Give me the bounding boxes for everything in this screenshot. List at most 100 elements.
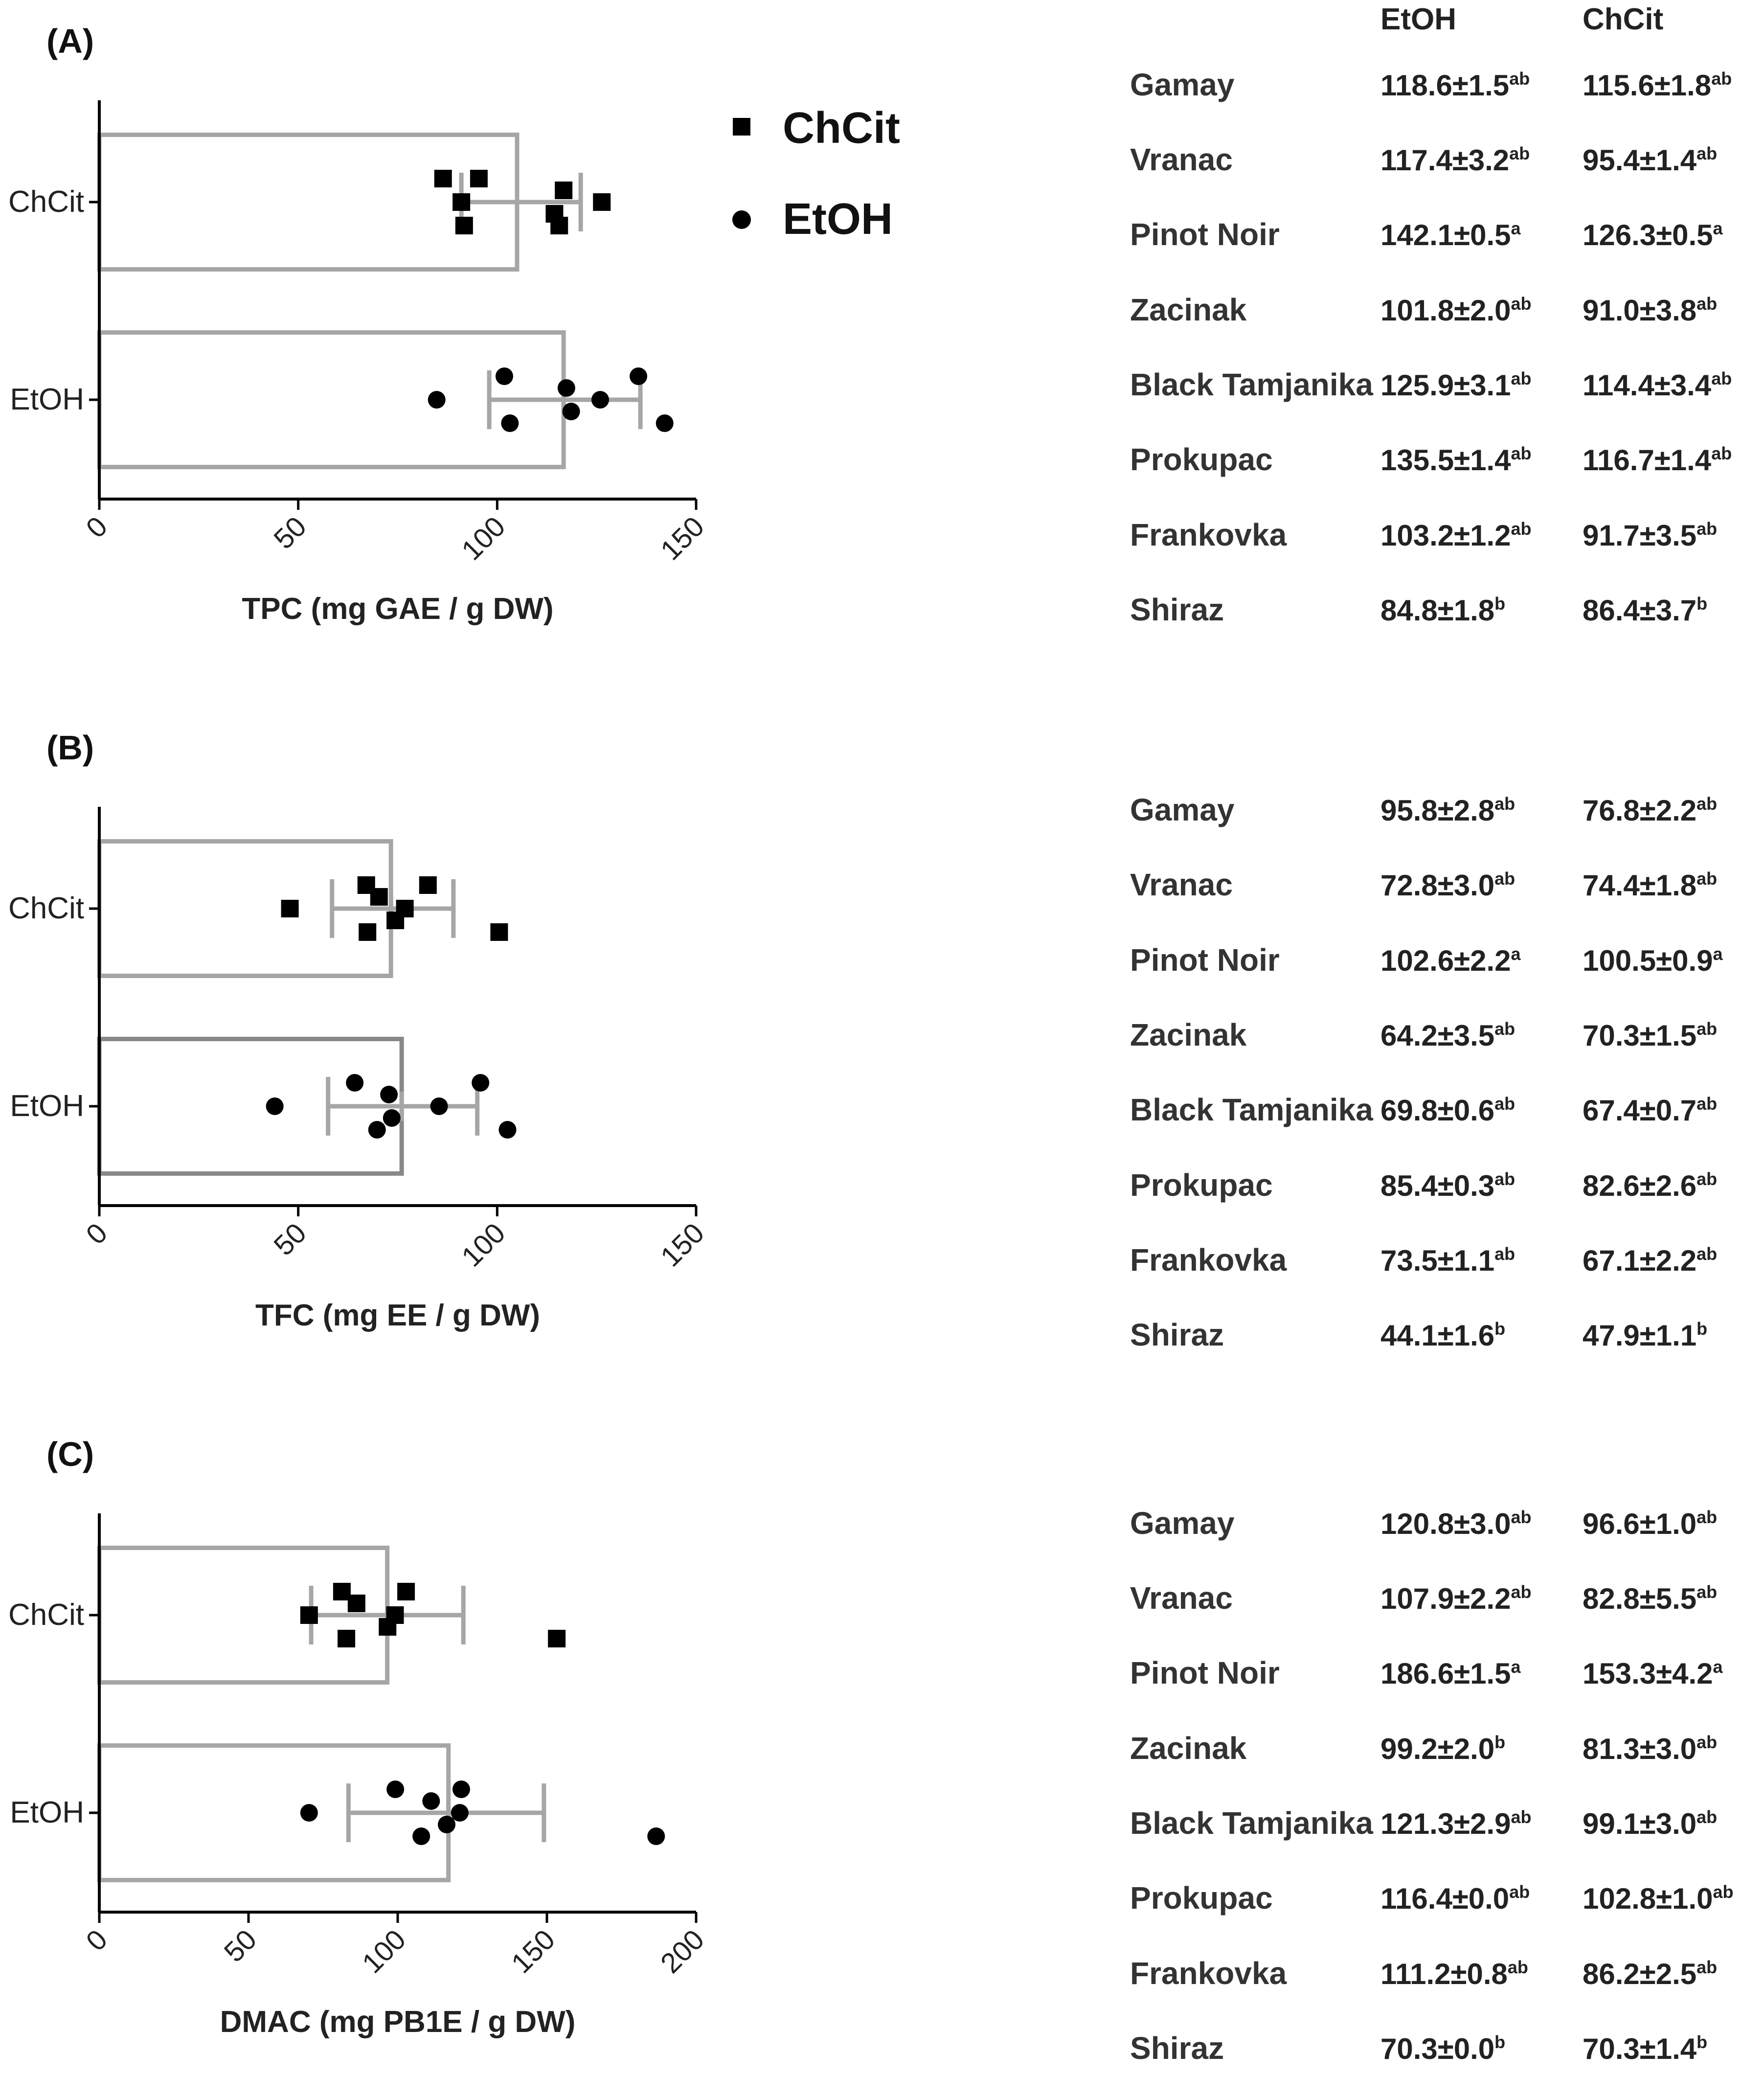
data-point-chcit — [396, 900, 414, 917]
etoh-value: 186.6±1.5a — [1380, 1657, 1521, 1690]
data-point-chcit — [545, 205, 564, 223]
data-point-chcit — [555, 182, 573, 199]
chart-panel-1: (A) ChCit EtOH 0 50 100 150 TPC (mg GAE / g DW) — [8, 22, 710, 626]
data-point-etoh — [630, 367, 648, 385]
etoh-value: 84.8±1.8b — [1380, 593, 1505, 627]
etoh-value: 117.4±3.2ab — [1380, 143, 1530, 177]
table-row: Vranac 117.4±3.2ab 95.4±1.4ab — [1130, 142, 1717, 177]
x-tick-label: 50 — [268, 510, 313, 555]
data-point-etoh — [430, 1097, 448, 1115]
data-point-chcit — [281, 900, 299, 917]
chcit-value: 102.8±1.0ab — [1583, 1882, 1734, 1915]
chcit-value: 76.8±2.2ab — [1583, 794, 1717, 827]
variety-name: Pinot Noir — [1130, 1655, 1280, 1690]
data-point-chcit — [548, 1630, 566, 1647]
etoh-value: 73.5±1.1ab — [1380, 1244, 1515, 1277]
chcit-value: 86.4±3.7b — [1583, 593, 1707, 627]
data-point-etoh — [452, 1780, 470, 1798]
table-row: Black Tamjanika 69.8±0.6ab 67.4±0.7ab — [1130, 1092, 1717, 1127]
x-tick-label: 50 — [218, 1923, 263, 1968]
data-point-chcit — [452, 193, 471, 211]
data-table-2: Gamay 95.8±2.8ab 76.8±2.2ab Vranac 72.8±3.0a… — [1130, 792, 1723, 1352]
data-point-etoh — [498, 1121, 517, 1139]
etoh-value: 103.2±1.2ab — [1380, 519, 1532, 552]
x-tick-label: 100 — [455, 510, 511, 566]
variety-name: Prokupac — [1130, 1880, 1273, 1916]
variety-name: Prokupac — [1130, 442, 1273, 477]
data-point-etoh — [428, 391, 446, 409]
etoh-value: 102.6±2.2a — [1380, 944, 1521, 977]
x-tick-label: 150 — [655, 1217, 710, 1273]
error-bar-etoh — [346, 1783, 546, 1842]
variety-name: Vranac — [1130, 1580, 1233, 1616]
category-label-chcit: ChCit — [8, 891, 84, 925]
data-point-etoh — [562, 403, 580, 420]
data-point-chcit — [490, 923, 508, 941]
table-row: Gamay 120.8±3.0ab 96.6±1.0ab — [1130, 1506, 1717, 1541]
table-row: Gamay 118.6±1.5ab 115.6±1.8ab — [1130, 67, 1732, 102]
panel-label: (A) — [46, 22, 94, 60]
x-tick-label: 0 — [80, 510, 113, 544]
legend-label-etoh: EtOH — [783, 195, 893, 244]
data-point-etoh — [557, 379, 575, 397]
chcit-value: 82.6±2.6ab — [1583, 1169, 1717, 1202]
etoh-value: 95.8±2.8ab — [1380, 794, 1515, 827]
data-point-etoh — [266, 1097, 284, 1115]
table-row: Frankovka 103.2±1.2ab 91.7±3.5ab — [1130, 517, 1717, 552]
chcit-value: 47.9±1.1b — [1583, 1319, 1707, 1352]
data-point-chcit — [593, 193, 611, 211]
chcit-value: 74.4±1.8ab — [1583, 868, 1717, 902]
x-tick-label: 200 — [655, 1923, 710, 1979]
variety-name: Pinot Noir — [1130, 217, 1280, 252]
chcit-value: 91.7±3.5ab — [1583, 519, 1717, 552]
data-point-etoh — [386, 1780, 405, 1798]
table-header-chcit: ChCit — [1583, 2, 1663, 36]
chcit-value: 70.3±1.4b — [1583, 2032, 1707, 2065]
table-row: Shiraz 44.1±1.6b 47.9±1.1b — [1130, 1317, 1707, 1352]
panels: (A) ChCit EtOH 0 50 100 150 TPC (mg GAE / g DW)… — [8, 22, 710, 2039]
table-row: Prokupac 135.5±1.4ab 116.7±1.4ab — [1130, 442, 1732, 477]
panel-label: (C) — [46, 1435, 94, 1473]
data-point-etoh — [472, 1074, 490, 1092]
table-row: Pinot Noir 186.6±1.5a 153.3±4.2a — [1130, 1655, 1723, 1690]
data-point-chcit — [455, 217, 473, 234]
legend-marker-etoh — [732, 210, 751, 229]
category-label-etoh: EtOH — [10, 1089, 84, 1123]
data-point-chcit — [338, 1630, 356, 1647]
etoh-value: 120.8±3.0ab — [1380, 1507, 1532, 1540]
chcit-value: 99.1±3.0ab — [1583, 1807, 1717, 1840]
etoh-value: 111.2±0.8ab — [1380, 1957, 1528, 1990]
table-row: Zacinak 99.2±2.0b 81.3±3.0ab — [1130, 1731, 1717, 1766]
table-row: Vranac 107.9±2.2ab 82.8±5.5ab — [1130, 1580, 1717, 1616]
etoh-value: 121.3±2.9ab — [1380, 1807, 1532, 1840]
table-row: Pinot Noir 142.1±0.5a 126.3±0.5a — [1130, 217, 1723, 252]
x-tick-label: 150 — [655, 510, 710, 566]
table-row: Gamay 95.8±2.8ab 76.8±2.2ab — [1130, 792, 1717, 827]
chcit-value: 82.8±5.5ab — [1583, 1582, 1717, 1615]
table-row: Zacinak 64.2±3.5ab 70.3±1.5ab — [1130, 1017, 1717, 1052]
table-header-etoh: EtOH — [1380, 2, 1456, 36]
legend: ChCit EtOH — [732, 104, 900, 244]
etoh-value: 116.4±0.0ab — [1380, 1882, 1530, 1915]
etoh-value: 70.3±0.0b — [1380, 2032, 1505, 2065]
variety-name: Gamay — [1130, 792, 1235, 827]
x-axis-title: TPC (mg GAE / g DW) — [242, 592, 553, 626]
variety-name: Black Tamjanika — [1130, 1092, 1373, 1127]
chcit-value: 91.0±3.8ab — [1583, 294, 1717, 327]
data-point-etoh — [380, 1086, 398, 1103]
chcit-value: 95.4±1.4ab — [1583, 143, 1717, 177]
chcit-value: 70.3±1.5ab — [1583, 1019, 1717, 1052]
etoh-value: 99.2±2.0b — [1380, 1732, 1505, 1765]
data-tables: EtOH ChCit Gamay 118.6±1.5ab 115.6±1.8ab Vr… — [1130, 2, 1734, 2066]
data-point-chcit — [419, 876, 437, 894]
variety-name: Zacinak — [1130, 292, 1247, 327]
data-point-chcit — [470, 170, 488, 187]
table-row: Black Tamjanika 121.3±2.9ab 99.1±3.0ab — [1130, 1805, 1717, 1841]
data-table-3: Gamay 120.8±3.0ab 96.6±1.0ab Vranac 107.9±2.… — [1130, 1506, 1734, 2066]
data-table-1: Gamay 118.6±1.5ab 115.6±1.8ab Vranac 117.4±3… — [1130, 67, 1732, 627]
table-row: Black Tamjanika 125.9±3.1ab 114.4±3.4ab — [1130, 367, 1732, 402]
variety-name: Zacinak — [1130, 1017, 1247, 1052]
etoh-value: 101.8±2.0ab — [1380, 294, 1532, 327]
data-point-etoh — [501, 414, 519, 432]
chcit-value: 115.6±1.8ab — [1583, 68, 1732, 102]
